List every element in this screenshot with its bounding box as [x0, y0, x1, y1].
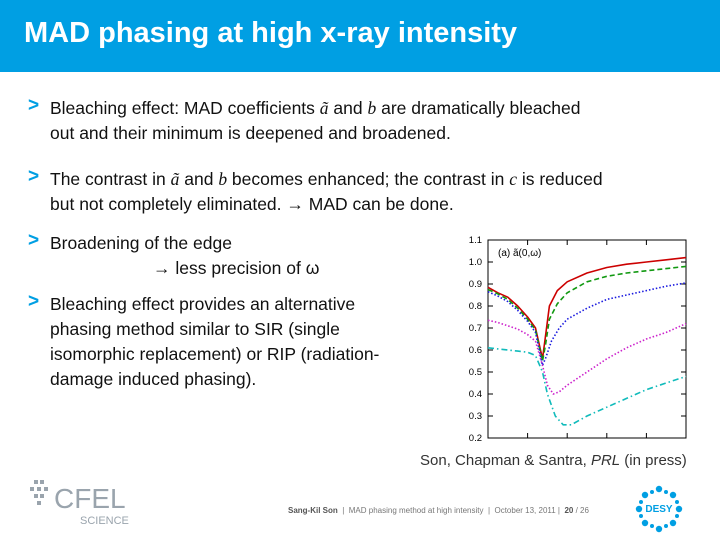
desy-logo: DESY: [634, 484, 684, 539]
bullet-marker: >: [28, 230, 40, 251]
slide-title: MAD phasing at high x-ray intensity: [24, 17, 518, 49]
footer-page-total: / 26: [575, 506, 589, 515]
chart-annotation: (a) ã(0,ω): [498, 248, 541, 259]
bullet-marker: >: [28, 291, 40, 312]
citation: Son, Chapman & Santra, PRL (in press): [420, 452, 687, 469]
bullet-line: Broadening of the edge: [50, 233, 232, 253]
y-tick-label: 1.1: [469, 235, 482, 246]
text-run: are dramatically bleached: [376, 98, 581, 118]
text-run: The contrast in: [50, 169, 171, 189]
series-line-4: [487, 319, 687, 395]
y-tick-label: 0.2: [469, 433, 482, 444]
cfel-subtext: SCIENCE: [80, 515, 129, 527]
y-tick-label: 1.0: [469, 257, 482, 268]
text-run: and: [179, 169, 219, 189]
text-run: becomes enhanced; the contrast in: [227, 169, 510, 189]
footer-page-number: 20: [564, 506, 574, 515]
symbol-b: b: [218, 169, 228, 189]
plot-frame: [487, 239, 687, 439]
text-run: Bleaching effect: MAD coefficients: [50, 98, 320, 118]
bullet-line: phasing method similar to SIR (single: [50, 319, 340, 339]
bullet-line: Bleaching effect provides an alternative: [50, 294, 356, 314]
text-run: is reduced: [516, 169, 603, 189]
footer-talk-title: MAD phasing method at high intensity: [348, 506, 484, 515]
y-axis-ticks: 1.1 1.0 0.9 0.8 0.7 0.6 0.5 0.4 0.3 0.2: [469, 235, 687, 444]
bullet-line: damage induced phasing).: [50, 369, 257, 389]
y-tick-label: 0.3: [469, 411, 482, 422]
citation-note: (in press): [620, 452, 687, 469]
y-tick-label: 0.4: [469, 389, 482, 400]
bleaching-chart: 1.1 1.0 0.9 0.8 0.7 0.6 0.5 0.4 0.3 0.2 (a) ã(0,ω…: [469, 235, 687, 444]
series-line-3: [487, 282, 687, 367]
cfel-logo: CFEL SCIENCE: [30, 478, 150, 533]
bullet-line: isomorphic replacement) or RIP (radiatio…: [50, 344, 380, 364]
symbol-a-tilde: ã: [319, 98, 329, 118]
series-line-5: [487, 347, 687, 426]
bullet-line: Bleaching effect: MAD coefficients ã and…: [50, 96, 581, 120]
bullet-line: The contrast in ã and b becomes enhanced…: [50, 167, 603, 191]
footer-author: Sang-Kil Son: [288, 506, 338, 515]
y-tick-label: 0.5: [469, 367, 482, 378]
bullet-line: → less precision of ω: [153, 258, 320, 278]
text-run: and: [328, 98, 368, 118]
citation-authors: Son, Chapman & Santra,: [420, 452, 591, 469]
desy-text: DESY: [645, 504, 673, 515]
y-tick-label: 0.8: [469, 301, 482, 312]
symbol-a-tilde: ã: [170, 169, 180, 189]
footer: Sang-Kil Son | MAD phasing method at hig…: [288, 506, 589, 515]
footer-date: October 13, 2011: [494, 506, 556, 515]
bullet-marker: >: [28, 166, 40, 187]
y-tick-label: 0.9: [469, 279, 482, 290]
bullet-line: but not completely eliminated. → MAD can…: [50, 194, 454, 214]
symbol-b: b: [367, 98, 377, 118]
y-tick-label: 0.7: [469, 323, 482, 334]
cfel-text: CFEL: [54, 483, 126, 514]
desy-logo-mark: DESY: [635, 485, 683, 533]
citation-journal: PRL: [590, 452, 621, 469]
series-line-1: [487, 256, 687, 360]
series-line-2: [487, 265, 687, 362]
series-group: [487, 256, 687, 426]
title-bar: MAD phasing at high x-ray intensity: [0, 0, 720, 72]
bullet-marker: >: [28, 95, 40, 116]
y-tick-label: 0.6: [469, 345, 482, 356]
symbol-c: c: [509, 169, 517, 189]
bullet-line: out and their minimum is deepened and br…: [50, 123, 451, 143]
cfel-logo-mark: CFEL SCIENCE: [30, 480, 129, 527]
